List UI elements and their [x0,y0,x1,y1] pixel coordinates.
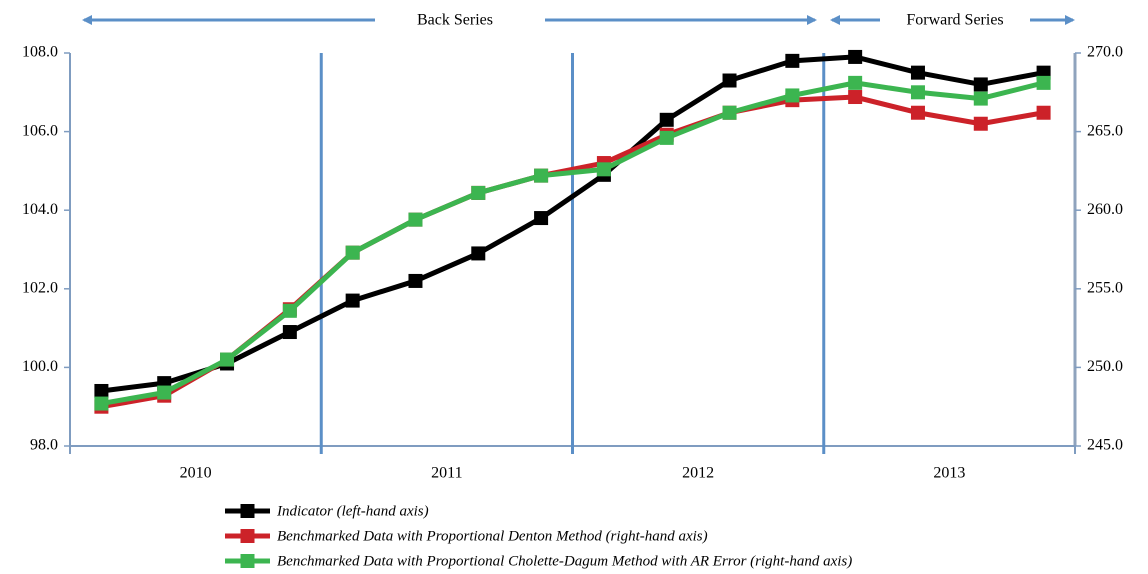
y-tick-label: 108.0 [22,44,58,61]
data-point [282,303,297,318]
y-tick-label: 98.0 [30,437,58,454]
x-group-label: 2010 [180,465,212,482]
data-point [785,53,800,68]
data-point [848,90,863,105]
y2-tick-label: 250.0 [1087,358,1123,375]
data-point [973,77,988,92]
legend-marker [240,529,255,543]
y2-tick-label: 245.0 [1087,437,1123,454]
data-point [408,212,423,227]
x-group-label: 2013 [933,465,965,482]
data-point [1036,105,1051,120]
annotation: Forward Series [906,12,1003,29]
data-point [910,105,925,120]
data-point [659,112,674,127]
data-point [848,75,863,90]
data-point [220,352,235,367]
data-point [910,65,925,80]
legend-label: Benchmarked Data with Proportional Chole… [277,553,852,569]
legend-label: Benchmarked Data with Proportional Dento… [277,528,708,544]
y-tick-label: 106.0 [22,122,58,139]
data-point [534,211,549,226]
data-point [345,293,360,308]
annotation: Back Series [417,12,493,29]
data-point [848,49,863,64]
y-tick-label: 104.0 [22,201,58,218]
legend-marker [240,554,255,568]
series-line [100,80,1045,407]
data-point [408,273,423,288]
data-point [471,246,486,261]
legend-marker [240,504,255,518]
data-point [345,245,360,260]
x-group-label: 2011 [431,465,462,482]
y2-tick-label: 265.0 [1087,122,1123,139]
x-group-label: 2012 [682,465,714,482]
data-point [596,162,611,177]
y2-tick-label: 260.0 [1087,201,1123,218]
data-point [910,85,925,100]
y2-tick-label: 255.0 [1087,279,1123,296]
series-line [101,54,1045,394]
data-point [94,396,109,411]
y-tick-label: 102.0 [22,279,58,296]
data-point [282,325,297,340]
y-tick-label: 100.0 [22,358,58,375]
data-point [973,91,988,106]
legend-label: Indicator (left-hand axis) [276,503,429,519]
data-point [1036,75,1051,90]
data-point [659,130,674,145]
y2-tick-label: 270.0 [1087,44,1123,61]
data-point [157,385,172,400]
data-point [722,73,737,88]
data-point [722,105,737,120]
data-point [785,88,800,103]
data-point [94,383,109,398]
data-point [973,116,988,131]
data-point [471,185,486,200]
data-point [534,168,549,183]
